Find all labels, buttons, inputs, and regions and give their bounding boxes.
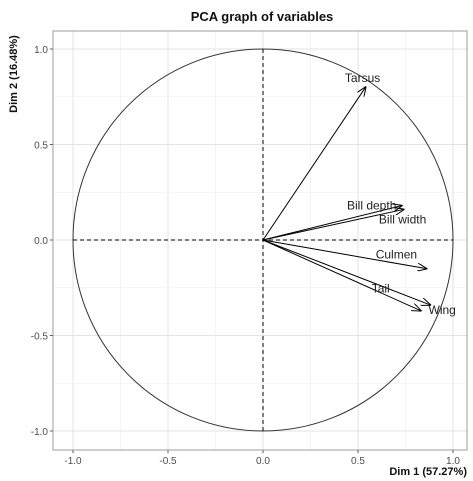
x-tick-label: -1.0 — [64, 456, 82, 467]
vector-arrow — [262, 206, 402, 241]
y-tick-label: -1.0 — [31, 427, 49, 438]
x-tick-labels: -1.0 -0.5 0.0 0.5 1.0 — [64, 456, 460, 467]
x-tick-label: -0.5 — [159, 456, 177, 467]
vector-arrow — [262, 209, 404, 241]
vector-label: Culmen — [376, 248, 417, 262]
x-tick-label: 0.0 — [256, 456, 270, 467]
plot-frame — [52, 30, 468, 451]
vector-arrow — [262, 239, 421, 311]
vector-label: Bill depth — [347, 199, 396, 213]
x-tick-label: 1.0 — [446, 456, 460, 467]
y-tick-label: 1.0 — [34, 45, 48, 56]
vector-layer — [262, 87, 430, 311]
y-tick-label: 0.0 — [34, 236, 48, 247]
chart-title: PCA graph of variables — [191, 9, 334, 24]
y-tick-labels: -1.0 -0.5 0.0 0.5 1.0 — [31, 45, 49, 438]
y-tick-label: 0.5 — [34, 141, 48, 152]
vector-arrow — [262, 239, 430, 305]
vector-label: Tail — [372, 282, 390, 296]
x-tick-label: 0.5 — [351, 456, 365, 467]
vector-arrow — [262, 239, 426, 269]
vector-arrow — [262, 87, 366, 241]
vector-label: Wing — [429, 303, 456, 317]
x-axis-title: Dim 1 (57.27%) — [389, 466, 467, 478]
vector-label: Bill width — [379, 212, 426, 226]
y-axis-title: Dim 2 (16.48%) — [8, 35, 20, 113]
vector-label: Tarsus — [345, 71, 380, 85]
y-tick-label: -0.5 — [31, 332, 49, 343]
